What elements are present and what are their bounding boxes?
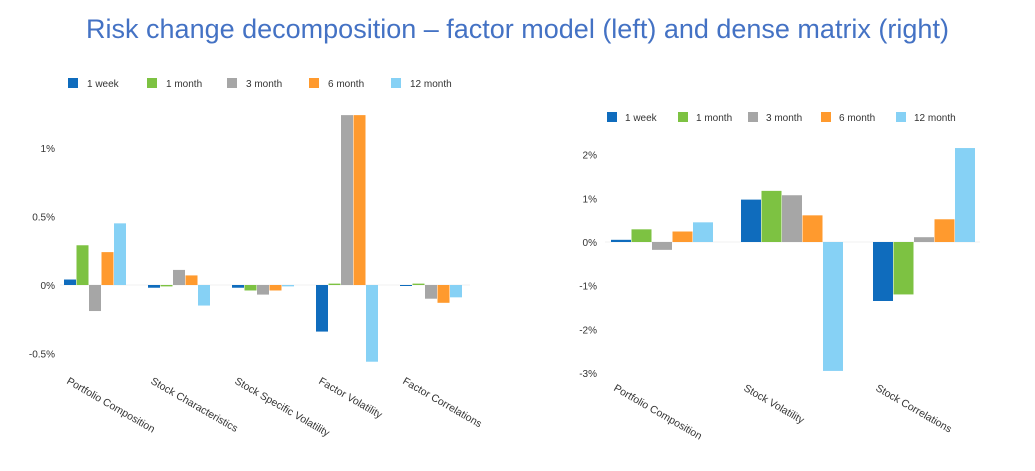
y-tick-label: -3% (579, 369, 597, 380)
bar (437, 285, 450, 303)
bar (611, 239, 631, 242)
y-tick-label: 0% (583, 238, 598, 249)
legend-label-2: 1 month (166, 79, 202, 90)
bar (76, 245, 89, 285)
bar (802, 215, 823, 242)
y-tick-label: 0.5% (32, 213, 55, 224)
bar (353, 115, 366, 286)
bar (672, 231, 693, 242)
legend-swatch-4 (309, 78, 319, 88)
bar (823, 242, 843, 371)
bar (101, 252, 114, 285)
y-tick-label: -2% (579, 325, 597, 336)
bar (934, 219, 955, 242)
bar (282, 285, 294, 287)
chart-2: 1 week 1 month 3 month 6 month 12 month 2% 1% 0… (579, 112, 980, 443)
legend-label-4: 6 month (328, 79, 364, 90)
bar (244, 285, 257, 291)
y-tick-label: 1% (583, 194, 598, 205)
legend-label-1: 1 week (87, 79, 120, 90)
bar (269, 285, 282, 291)
bar (114, 223, 126, 285)
legend-label-5: 12 month (410, 79, 452, 90)
bar (400, 285, 412, 286)
bar (232, 285, 244, 288)
category-label: Factor Correlations (401, 375, 484, 430)
bar (366, 285, 378, 362)
bar (893, 242, 914, 295)
legend-swatch-5 (391, 78, 401, 88)
bar (257, 285, 269, 295)
legend-swatch-2 (147, 78, 157, 88)
legend-label-4: 6 month (839, 113, 875, 124)
y-tick-label: -0.5% (29, 350, 55, 361)
category-label: Stock Volatility (742, 382, 807, 427)
legend-label-1: 1 week (625, 113, 658, 124)
bar (782, 195, 802, 242)
y-tick-label: -1% (579, 282, 597, 293)
bar (198, 285, 210, 306)
y-tick-label: 0% (41, 281, 56, 292)
bar (955, 148, 975, 242)
bar (741, 199, 761, 242)
bar (316, 285, 328, 332)
bar (185, 275, 198, 285)
bar (173, 269, 185, 285)
bar (631, 229, 652, 242)
bar (412, 283, 425, 285)
legend-label-5: 12 month (914, 113, 956, 124)
bar (425, 285, 437, 299)
bar (328, 283, 341, 285)
bar (89, 285, 101, 312)
legend-swatch-5 (896, 112, 906, 122)
legend-swatch-2 (678, 112, 688, 122)
legend-label-2: 1 month (696, 113, 732, 124)
bar (160, 285, 173, 287)
bar (450, 285, 462, 298)
category-label: Stock Correlations (874, 382, 954, 435)
page-title: Risk change decomposition – factor model… (86, 14, 949, 44)
y-tick-label: 2% (583, 151, 598, 162)
legend-label-3: 3 month (246, 79, 282, 90)
bar (873, 242, 893, 301)
legend-swatch-3 (227, 78, 237, 88)
bar (914, 237, 934, 242)
bar (652, 242, 672, 250)
category-label: Stock Characteristics (149, 375, 240, 435)
legend-swatch-1 (68, 78, 78, 88)
bar (693, 222, 713, 242)
bar (148, 285, 160, 288)
legend-swatch-3 (748, 112, 758, 122)
chart-1: 1 week 1 month 3 month 6 month 12 month 1% 0.5… (29, 78, 484, 440)
legend-label-3: 3 month (766, 113, 802, 124)
bar (64, 279, 76, 285)
legend-swatch-4 (821, 112, 831, 122)
category-label: Factor Volatility (317, 375, 385, 421)
bar (761, 190, 782, 242)
y-tick-label: 1% (41, 144, 56, 155)
bar (341, 115, 353, 286)
category-label: Portfolio Composition (65, 375, 158, 435)
category-label: Portfolio Composition (612, 382, 705, 442)
legend-swatch-1 (607, 112, 617, 122)
